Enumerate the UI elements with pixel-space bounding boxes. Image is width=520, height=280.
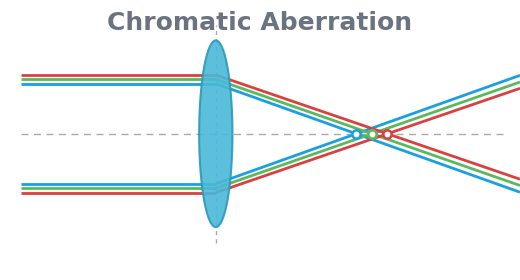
Polygon shape	[199, 40, 232, 227]
Text: Chromatic Aberration: Chromatic Aberration	[108, 11, 412, 35]
